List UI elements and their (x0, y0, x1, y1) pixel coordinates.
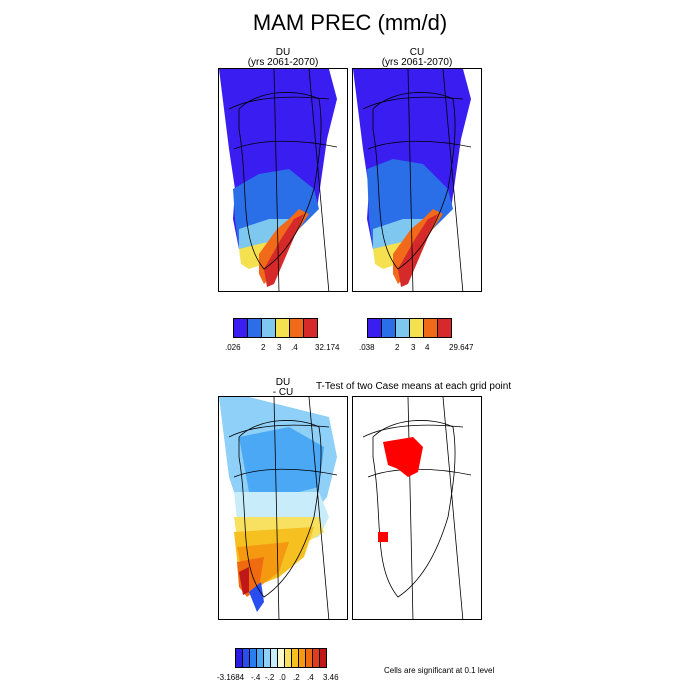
cu-swatch-1 (367, 318, 382, 338)
du-colorbar: .026 2 3 .4 32.174 (225, 318, 353, 358)
du-colorbar-swatches (233, 318, 353, 338)
du-map (219, 69, 347, 291)
ttest-panel-title: T-Test of two Case means at each grid po… (316, 381, 512, 392)
diff-cbar-label-2: -.4 (251, 673, 261, 682)
cu-swatch-3 (395, 318, 410, 338)
diff-cbar-label-3: -.2 (265, 673, 275, 682)
diff-cbar-label-1: -3.1684 (217, 673, 245, 682)
du-cbar-label-3: 3 (277, 343, 282, 352)
du-cbar-label-1: .026 (225, 343, 241, 352)
du-swatch-6 (303, 318, 318, 338)
page-title: MAM PREC (mm/d) (252, 10, 448, 35)
diff-cbar-label-4: .0 (279, 673, 286, 682)
significance-note: Cells are significant at 0.1 level (384, 666, 495, 675)
diff-map-panel (218, 396, 348, 620)
du-cbar-label-5: 32.174 (315, 343, 340, 352)
cu-colorbar: .038 2 3 4 29.647 (359, 318, 487, 358)
diff-colorbar: -3.1684 -.4 -.2 .0 .2 .4 3.46 (217, 648, 355, 688)
ttest-map (353, 397, 481, 619)
diff-map (219, 397, 347, 619)
cu-colorbar-swatches (367, 318, 487, 338)
du-swatch-4 (275, 318, 290, 338)
significant-cells-north (383, 437, 423, 477)
du-swatch-5 (289, 318, 304, 338)
cu-swatch-4 (409, 318, 424, 338)
diff-colorbar-swatches (235, 648, 355, 668)
diff-panel-title: DU - CU (218, 378, 348, 398)
cu-cbar-label-5: 29.647 (449, 343, 474, 352)
cu-map (353, 69, 481, 291)
cu-cbar-label-3: 3 (411, 343, 416, 352)
du-title-line1: DU (275, 47, 291, 58)
du-title-line2: (yrs 2061-2070) (247, 57, 319, 68)
du-map-panel (218, 68, 348, 292)
diff-cbar-label-6: .4 (307, 673, 314, 682)
cu-title-line2: (yrs 2061-2070) (381, 57, 453, 68)
cu-cbar-label-4: 4 (425, 343, 430, 352)
diff-swatch-13 (319, 648, 327, 668)
cu-map-panel (352, 68, 482, 292)
cu-cbar-label-2: 2 (395, 343, 400, 352)
diff-title-line1: DU (275, 377, 291, 388)
cu-swatch-2 (381, 318, 396, 338)
du-swatch-2 (247, 318, 262, 338)
diff-cbar-label-7: 3.46 (323, 673, 339, 682)
du-swatch-3 (261, 318, 276, 338)
cu-title-line1: CU (409, 47, 425, 58)
du-cbar-label-4: .4 (291, 343, 298, 352)
du-panel-title: DU (yrs 2061-2070) (218, 48, 348, 68)
cu-swatch-5 (423, 318, 438, 338)
du-cbar-label-2: 2 (261, 343, 266, 352)
ttest-map-panel (352, 396, 482, 620)
diff-cbar-label-5: .2 (293, 673, 300, 682)
significant-cells-south (378, 532, 388, 542)
cu-swatch-6 (437, 318, 452, 338)
cu-cbar-label-1: .038 (359, 343, 375, 352)
diff-title-line2: - CU (272, 387, 294, 398)
cu-panel-title: CU (yrs 2061-2070) (352, 48, 482, 68)
du-swatch-1 (233, 318, 248, 338)
